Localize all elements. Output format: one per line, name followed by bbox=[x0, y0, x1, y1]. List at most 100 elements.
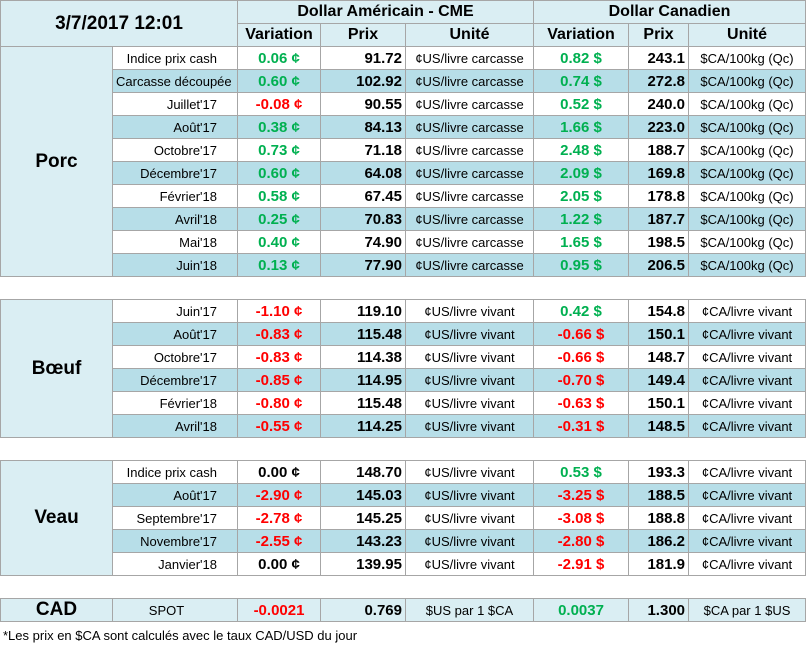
usd-unit: ¢US/livre carcasse bbox=[404, 92, 535, 116]
data-row: Juillet'17 -0.08 ¢ 90.55 ¢US/livre carcasse… bbox=[1, 92, 807, 116]
cad-unit: $CA/100kg (Qc) bbox=[688, 184, 807, 208]
usd-price: 64.08 bbox=[320, 161, 406, 185]
cad-variation: 1.65 $ bbox=[533, 230, 630, 254]
data-row: Mai'18 0.40 ¢ 74.90 ¢US/livre carcasse 1.65 … bbox=[1, 230, 807, 254]
usd-variation: -1.10 ¢ bbox=[237, 299, 321, 323]
usd-price: 145.03 bbox=[320, 483, 406, 507]
usd-variation: -0.85 ¢ bbox=[237, 368, 321, 392]
usd-price: 119.10 bbox=[320, 299, 406, 323]
cad-unit: ¢CA/livre vivant bbox=[688, 299, 807, 323]
cad-variation: 0.0037 bbox=[533, 598, 630, 622]
usd-price: 115.48 bbox=[320, 322, 406, 346]
cad-unit: $CA/100kg (Qc) bbox=[688, 253, 807, 277]
cad-price: 181.9 bbox=[628, 552, 690, 576]
data-row: Août'17 -2.90 ¢ 145.03 ¢US/livre vivant -3.2… bbox=[1, 483, 807, 507]
usd-variation: 0.38 ¢ bbox=[237, 115, 321, 139]
header-row: Variation Prix Unité Variation Prix Unité bbox=[1, 23, 807, 47]
contract-label: Décembre'17 bbox=[112, 368, 238, 392]
usd-price: 71.18 bbox=[320, 138, 406, 162]
cad-unit: $CA/100kg (Qc) bbox=[688, 161, 807, 185]
cad-price: 150.1 bbox=[628, 391, 690, 415]
usd-unit: ¢US/livre vivant bbox=[404, 460, 535, 484]
data-row: Avril'18 -0.55 ¢ 114.25 ¢US/livre vivant -0.… bbox=[1, 414, 807, 438]
cad-price: 272.8 bbox=[628, 69, 690, 93]
column-header: Prix bbox=[320, 23, 406, 47]
usd-unit: ¢US/livre vivant bbox=[404, 345, 535, 369]
data-row: Porc Indice prix cash 0.06 ¢ 91.72 ¢US/livre… bbox=[0, 46, 807, 277]
usd-variation: -2.90 ¢ bbox=[237, 483, 321, 507]
usd-unit: ¢US/livre vivant bbox=[404, 529, 535, 553]
usd-price: 0.769 bbox=[320, 598, 406, 622]
usd-variation: 0.00 ¢ bbox=[237, 552, 321, 576]
cad-price: 148.5 bbox=[628, 414, 690, 438]
usd-unit: ¢US/livre carcasse bbox=[404, 253, 535, 277]
usd-price: 148.70 bbox=[320, 460, 406, 484]
group-label: Bœuf bbox=[0, 299, 113, 438]
cad-variation: -0.66 $ bbox=[533, 345, 630, 369]
usd-price: 102.92 bbox=[320, 69, 406, 93]
contract-label: Février'18 bbox=[112, 391, 238, 415]
column-header: Variation bbox=[533, 23, 630, 47]
usd-variation: 0.06 ¢ bbox=[237, 46, 321, 70]
cad-price: 193.3 bbox=[628, 460, 690, 484]
cad-unit: $CA/100kg (Qc) bbox=[688, 92, 807, 116]
column-header: Variation bbox=[237, 23, 321, 47]
cad-variation: 1.66 $ bbox=[533, 115, 630, 139]
usd-unit: ¢US/livre vivant bbox=[404, 368, 535, 392]
spacer-row bbox=[0, 276, 806, 300]
usd-price: 84.13 bbox=[320, 115, 406, 139]
cad-variation: 0.82 $ bbox=[533, 46, 630, 70]
usd-price: 90.55 bbox=[320, 92, 406, 116]
cad-price: 243.1 bbox=[628, 46, 690, 70]
cad-unit: $CA/100kg (Qc) bbox=[688, 115, 807, 139]
cad-price: 206.5 bbox=[628, 253, 690, 277]
cad-variation: -2.91 $ bbox=[533, 552, 630, 576]
data-row: Août'17 -0.83 ¢ 115.48 ¢US/livre vivant -0.6… bbox=[1, 322, 807, 346]
usd-price: 70.83 bbox=[320, 207, 406, 231]
cad-variation: 2.05 $ bbox=[533, 184, 630, 208]
price-table: 3/7/2017 12:01 Dollar Américain - CME Doll… bbox=[0, 0, 807, 622]
usd-price: 114.95 bbox=[320, 368, 406, 392]
usd-unit: ¢US/livre carcasse bbox=[404, 69, 535, 93]
usd-unit: ¢US/livre carcasse bbox=[404, 207, 535, 231]
cad-price: 186.2 bbox=[628, 529, 690, 553]
usd-price: 139.95 bbox=[320, 552, 406, 576]
usd-variation: 0.25 ¢ bbox=[237, 207, 321, 231]
usd-title: Dollar Américain - CME bbox=[236, 0, 535, 24]
contract-label: Novembre'17 bbox=[112, 529, 238, 553]
group-label: Porc bbox=[0, 46, 113, 277]
cad-variation: -0.66 $ bbox=[533, 322, 630, 346]
cad-unit: ¢CA/livre vivant bbox=[688, 322, 807, 346]
contract-label: Indice prix cash bbox=[112, 46, 238, 70]
data-row: Juin'18 0.13 ¢ 77.90 ¢US/livre carcasse 0.95… bbox=[1, 253, 807, 277]
contract-label: Décembre'17 bbox=[112, 161, 238, 185]
usd-price: 114.25 bbox=[320, 414, 406, 438]
data-row: Avril'18 0.25 ¢ 70.83 ¢US/livre carcasse 1.2… bbox=[1, 207, 807, 231]
contract-label: Octobre'17 bbox=[112, 345, 238, 369]
cad-price: 149.4 bbox=[628, 368, 690, 392]
group-label: CAD bbox=[0, 598, 113, 622]
cad-title: Dollar Canadien bbox=[533, 0, 807, 24]
cad-variation: 0.52 $ bbox=[533, 92, 630, 116]
cad-price: 240.0 bbox=[628, 92, 690, 116]
cad-variation: 0.95 $ bbox=[533, 253, 630, 277]
cad-price: 188.8 bbox=[628, 506, 690, 530]
cad-unit: ¢CA/livre vivant bbox=[688, 368, 807, 392]
cad-unit: $CA par 1 $US bbox=[688, 598, 807, 622]
cad-variation: -3.25 $ bbox=[533, 483, 630, 507]
cad-unit: ¢CA/livre vivant bbox=[688, 483, 807, 507]
cad-variation: 2.09 $ bbox=[533, 161, 630, 185]
usd-unit: ¢US/livre vivant bbox=[404, 552, 535, 576]
contract-label: Indice prix cash bbox=[112, 460, 238, 484]
cad-unit: $CA/100kg (Qc) bbox=[688, 230, 807, 254]
cad-price: 188.5 bbox=[628, 483, 690, 507]
usd-variation: 0.60 ¢ bbox=[237, 161, 321, 185]
timestamp: 3/7/2017 12:01 bbox=[0, 0, 238, 47]
contract-label: Août'17 bbox=[112, 483, 238, 507]
contract-label: Septembre'17 bbox=[112, 506, 238, 530]
cad-unit: $CA/100kg (Qc) bbox=[688, 138, 807, 162]
usd-price: 67.45 bbox=[320, 184, 406, 208]
column-header: Prix bbox=[628, 23, 690, 47]
cad-variation: 1.22 $ bbox=[533, 207, 630, 231]
contract-label: Carcasse découpée bbox=[112, 69, 238, 93]
